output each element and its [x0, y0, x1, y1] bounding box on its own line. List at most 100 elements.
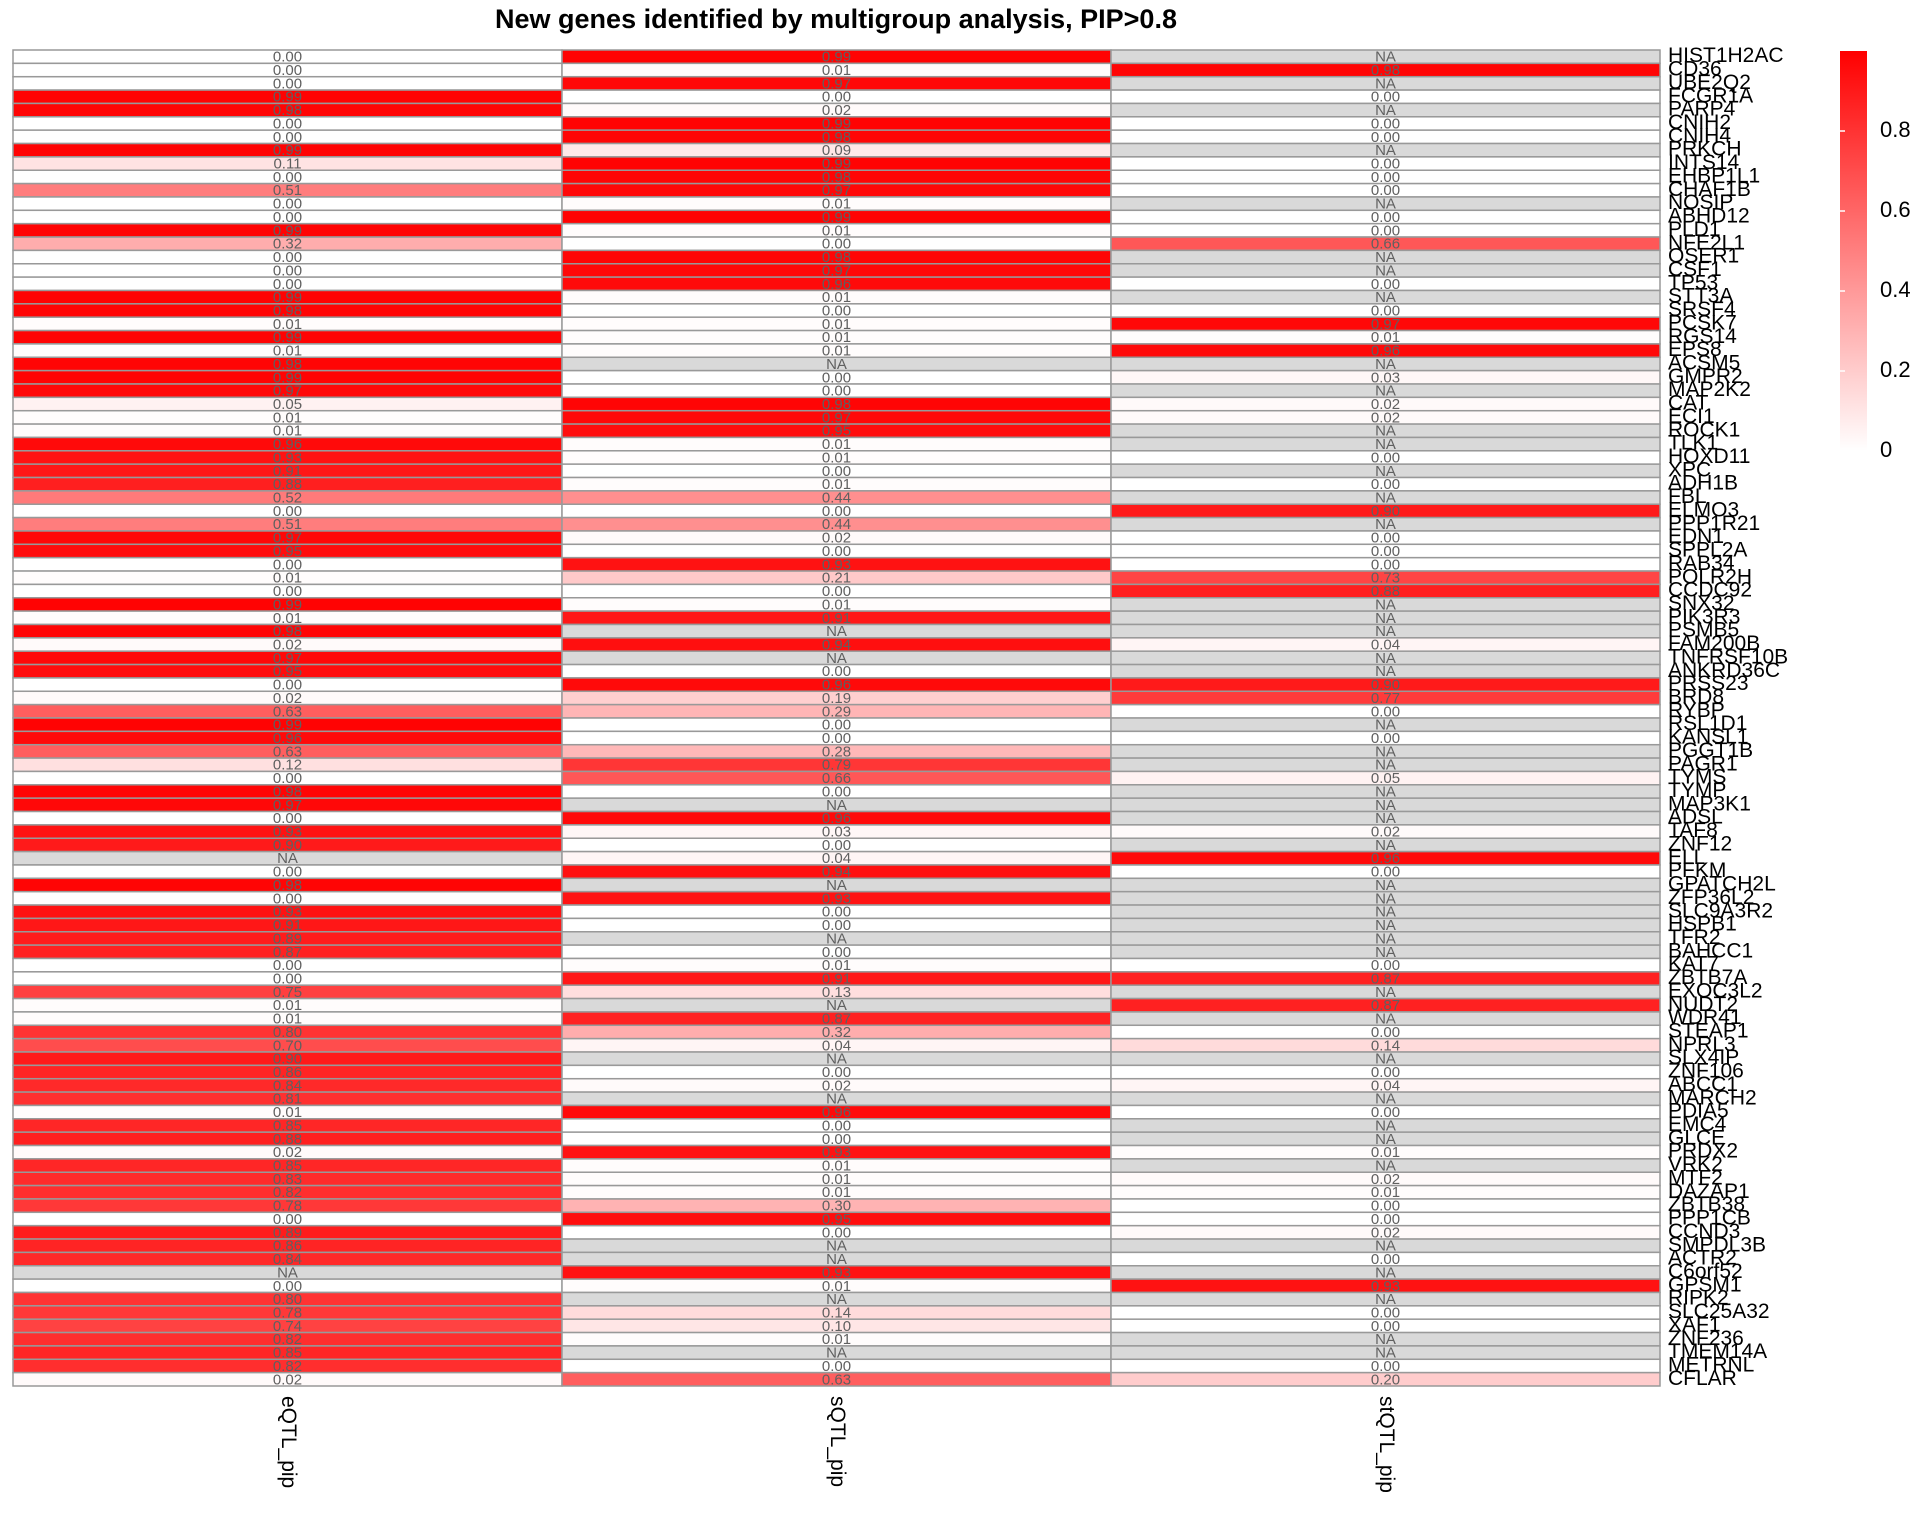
- cell-label: 0.97: [822, 409, 851, 426]
- cell-label: 0.01: [822, 329, 851, 346]
- row-label: NPRL3: [1668, 1033, 1736, 1056]
- cell-label: 0.96: [1371, 850, 1400, 867]
- cell-label: 0.00: [1371, 1318, 1400, 1335]
- cell-label: 0.00: [822, 1064, 851, 1081]
- cell-label: 0.00: [822, 369, 851, 386]
- cell-label: 0.51: [273, 182, 302, 199]
- row-label: ACTR2: [1668, 1247, 1737, 1270]
- cell-label: NA: [1375, 797, 1396, 814]
- cell-label: NA: [1375, 930, 1396, 947]
- row-label: XAF1: [1668, 1313, 1721, 1336]
- cell-label: 0.93: [273, 904, 302, 921]
- cell-label: 0.99: [273, 329, 302, 346]
- cell-label: 0.90: [273, 1051, 302, 1068]
- row-label: DAZAP1: [1668, 1180, 1750, 1203]
- row-label: MAP3K1: [1668, 792, 1751, 815]
- row-label: SLX4IP: [1668, 1046, 1739, 1069]
- cell-label: 0.02: [1371, 409, 1400, 426]
- cell-label: 0.00: [822, 944, 851, 961]
- cell-label: 0.89: [273, 930, 302, 947]
- cell-label: 0.97: [822, 75, 851, 92]
- row-label: MTF2: [1668, 1166, 1723, 1189]
- cell-label: NA: [826, 1051, 847, 1068]
- cell-label: 0.96: [273, 436, 302, 453]
- cell-label: 0.29: [822, 703, 851, 720]
- cell-label: 0.00: [1371, 703, 1400, 720]
- row-label: OSER1: [1668, 245, 1739, 268]
- cell-label: 0.87: [1371, 997, 1400, 1014]
- cell-label: 0.93: [822, 890, 851, 907]
- cell-label: 0.01: [822, 1171, 851, 1188]
- cell-label: 0.00: [1371, 89, 1400, 106]
- row-label: CCDC92: [1668, 579, 1752, 602]
- cell-label: NA: [826, 930, 847, 947]
- cell-label: 0.01: [273, 316, 302, 333]
- column-label: eQTL_pip: [277, 1396, 300, 1488]
- cell-label: 0.94: [822, 636, 851, 653]
- cell-label: 0.00: [273, 129, 302, 146]
- row-label: TLK1: [1668, 432, 1718, 455]
- cell-label: 0.00: [273, 864, 302, 881]
- cell-label: 0.01: [273, 610, 302, 627]
- row-label: ELMO3: [1668, 498, 1739, 521]
- cell-label: NA: [1375, 49, 1396, 66]
- row-label: SLC25A32: [1668, 1300, 1770, 1323]
- row-label: TYMS: [1668, 766, 1726, 789]
- cell-label: NA: [1375, 1238, 1396, 1255]
- cell-label: NA: [1375, 1051, 1396, 1068]
- row-label: KANSL1: [1668, 726, 1749, 749]
- cell-label: 0.86: [273, 1238, 302, 1255]
- cell-label: 0.02: [1371, 396, 1400, 413]
- row-label: METRNL: [1668, 1354, 1754, 1377]
- row-label: KAT7: [1668, 953, 1719, 976]
- cell-label: 0.52: [273, 490, 302, 507]
- cell-label: NA: [826, 1291, 847, 1308]
- cell-label: 0.77: [1371, 690, 1400, 707]
- row-label: BAHCC1: [1668, 939, 1753, 962]
- cell-label: 0.99: [822, 49, 851, 66]
- row-label: CHAF1B: [1668, 178, 1751, 201]
- cell-label: NA: [826, 997, 847, 1014]
- cell-label: 0.02: [273, 690, 302, 707]
- row-label: UBE2Q2: [1668, 71, 1751, 94]
- cell-label: 0.00: [1371, 156, 1400, 173]
- cell-label: 0.00: [273, 62, 302, 79]
- cell-label: 0.00: [273, 1211, 302, 1228]
- cell-label: 0.99: [273, 89, 302, 106]
- cell-label: NA: [1375, 904, 1396, 921]
- cell-label: 0.00: [822, 1117, 851, 1134]
- row-label: EMC4: [1668, 1113, 1727, 1136]
- cell-label: 0.01: [822, 1331, 851, 1348]
- cell-label: NA: [1375, 596, 1396, 613]
- row-label: PLD1: [1668, 218, 1721, 241]
- row-label: STT3A: [1668, 285, 1733, 308]
- cell-label: 0.00: [273, 810, 302, 827]
- cell-label: 0.01: [1371, 1184, 1400, 1201]
- row-label: ZNF12: [1668, 832, 1732, 855]
- cell-label: 0.93: [822, 1264, 851, 1281]
- cell-label: 0.00: [1371, 1064, 1400, 1081]
- row-label: RIPK2: [1668, 1287, 1729, 1310]
- cell-label: 0.28: [822, 743, 851, 760]
- row-label: TFR2: [1668, 926, 1721, 949]
- cell-label: 0.98: [273, 356, 302, 373]
- cell-label: NA: [826, 356, 847, 373]
- cell-label: 0.98: [273, 102, 302, 119]
- row-label: EDN1: [1668, 525, 1724, 548]
- cell-label: 0.01: [273, 409, 302, 426]
- cell-label: 0.70: [273, 1037, 302, 1054]
- cell-label: 0.00: [1371, 1304, 1400, 1321]
- cell-label: 0.00: [273, 249, 302, 266]
- row-label: SMPDL3B: [1668, 1233, 1766, 1256]
- cell-label: 0.98: [822, 249, 851, 266]
- cell-label: 0.00: [273, 196, 302, 213]
- cell-label: 0.99: [822, 209, 851, 226]
- cell-label: 0.00: [822, 904, 851, 921]
- cell-label: 0.99: [273, 142, 302, 159]
- row-label: ECI1: [1668, 405, 1715, 428]
- cell-label: 0.97: [273, 530, 302, 547]
- cell-label: 0.00: [822, 717, 851, 734]
- cell-label: NA: [1375, 1117, 1396, 1134]
- cell-label: 0.00: [822, 383, 851, 400]
- cell-label: 0.19: [822, 690, 851, 707]
